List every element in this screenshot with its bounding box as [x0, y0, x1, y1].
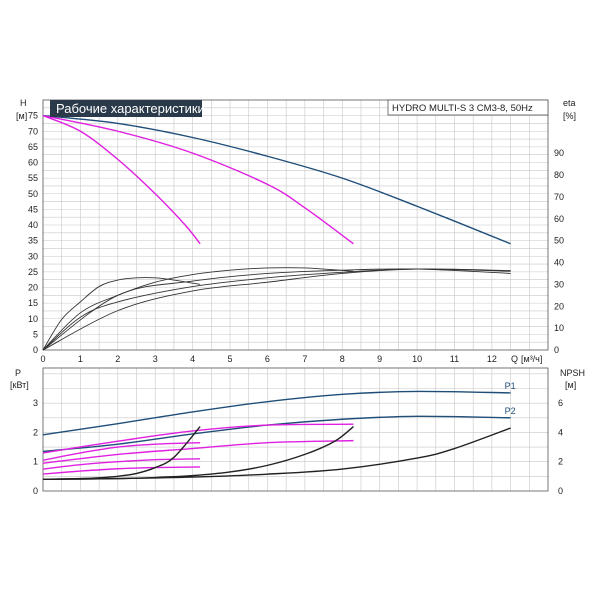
p-tick-label: 2	[33, 427, 38, 437]
bottom-series-line-3	[42, 439, 354, 464]
top-series-line-7	[42, 268, 511, 351]
bottom-series-line-5	[42, 458, 201, 470]
y2-tick-label: 40	[554, 258, 564, 268]
x-tick-label: 9	[377, 354, 382, 364]
chart-title: Рабочие характеристики	[56, 101, 205, 116]
y2-tick-label: 0	[554, 345, 559, 355]
x-tick-label: 3	[153, 354, 158, 364]
y-tick-label: 20	[28, 283, 38, 293]
top-plot-grid	[42, 99, 549, 351]
title-box	[50, 100, 202, 117]
y2-tick-label: 70	[554, 192, 564, 202]
x-tick-label: 2	[115, 354, 120, 364]
y-tick-label: 45	[28, 204, 38, 214]
top-series-line-4	[42, 267, 354, 351]
x-tick-label: 10	[412, 354, 422, 364]
model-label: HYDRO MULTI-S 3 CM3-8, 50Hz	[392, 103, 533, 114]
y2-tick-label: 50	[554, 236, 564, 246]
y2-tick-label: 80	[554, 170, 564, 180]
model-label-box	[387, 99, 549, 116]
y2-axis-unit: [%]	[563, 111, 576, 121]
y2-tick-label: 90	[554, 148, 564, 158]
p-axis-label: P	[15, 368, 21, 378]
y2-axis-label: eta	[563, 98, 576, 108]
y-tick-label: 0	[33, 345, 38, 355]
npsh-tick-label: 6	[558, 398, 563, 408]
bottom-series-line-6	[42, 466, 201, 475]
y-tick-label: 50	[28, 189, 38, 199]
y2-tick-label: 30	[554, 279, 564, 289]
x-tick-label: 0	[40, 354, 45, 364]
x-tick-label: 12	[487, 354, 497, 364]
y-tick-label: 75	[28, 111, 38, 121]
bottom-series-line-7	[42, 427, 511, 480]
y-tick-label: 30	[28, 251, 38, 261]
x-tick-label: 7	[302, 354, 307, 364]
x-tick-label: 8	[340, 354, 345, 364]
series-label-p1: P1	[505, 381, 516, 391]
bottom-series-line-9	[42, 426, 201, 480]
y-tick-label: 55	[28, 173, 38, 183]
y-tick-label: 25	[28, 267, 38, 277]
npsh-tick-label: 0	[558, 486, 563, 496]
x-axis-unit: [м³/ч]	[521, 354, 542, 364]
x-tick-label: 5	[228, 354, 233, 364]
y2-tick-label: 10	[554, 323, 564, 333]
top-series-line-1	[42, 114, 354, 245]
p-tick-label: 1	[33, 457, 38, 467]
bottom-series-line-1	[42, 415, 511, 453]
y-axis-unit: [м]	[16, 111, 27, 121]
npsh-tick-label: 4	[558, 427, 563, 437]
y-axis-label: H	[20, 98, 27, 108]
x-axis-label: Q	[511, 354, 518, 364]
y-tick-label: 65	[28, 142, 38, 152]
y-tick-label: 40	[28, 220, 38, 230]
npsh-axis-unit: [м]	[565, 380, 576, 390]
p-tick-label: 0	[33, 486, 38, 496]
npsh-axis-label: NPSH	[560, 368, 585, 378]
y-tick-label: 70	[28, 126, 38, 136]
series-label-p2: P2	[505, 406, 516, 416]
bottom-series-line-8	[42, 426, 354, 480]
y-tick-label: 15	[28, 298, 38, 308]
y2-tick-label: 60	[554, 214, 564, 224]
top-series-line-2	[42, 114, 201, 245]
top-series-line-5	[42, 277, 201, 351]
x-tick-label: 4	[190, 354, 195, 364]
x-tick-label: 6	[265, 354, 270, 364]
y-tick-label: 5	[33, 329, 38, 339]
bottom-series-line-4	[42, 441, 201, 461]
p-axis-unit: [кВт]	[10, 380, 29, 390]
y-tick-label: 35	[28, 236, 38, 246]
y-tick-label: 60	[28, 158, 38, 168]
y-tick-label: 10	[28, 314, 38, 324]
bottom-series-line-2	[42, 423, 354, 454]
x-tick-label: 11	[450, 354, 459, 364]
top-series-line-0	[42, 114, 511, 245]
p-tick-label: 3	[33, 398, 38, 408]
y2-tick-label: 20	[554, 301, 564, 311]
x-tick-label: 1	[78, 354, 83, 364]
bottom-series-line-0	[42, 390, 511, 436]
npsh-tick-label: 2	[558, 457, 563, 467]
